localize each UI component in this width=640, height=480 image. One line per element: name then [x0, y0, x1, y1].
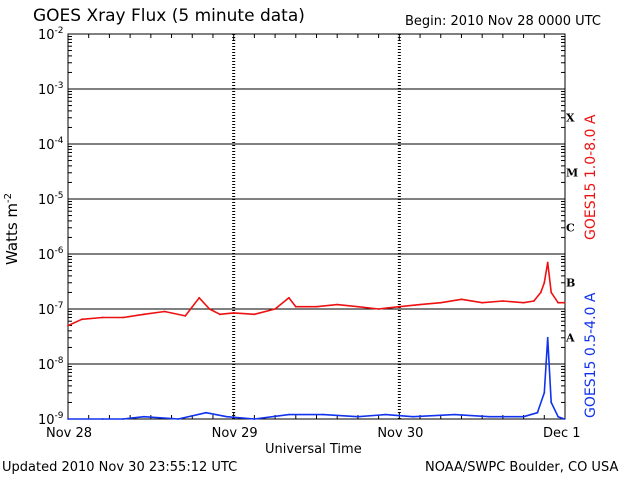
y-tick-label: 10-7	[38, 301, 64, 318]
series-point-long	[232, 311, 235, 314]
series-point-short	[225, 415, 228, 418]
series-point-long	[543, 281, 546, 284]
series-point-long	[398, 305, 401, 308]
y-tick-base: 10	[38, 83, 55, 98]
y-tick-base: 10	[38, 193, 55, 208]
series-point-short	[205, 411, 207, 414]
series-point-short	[550, 401, 553, 404]
y-tick-exponent: -8	[55, 356, 64, 366]
series-point-long	[198, 296, 201, 299]
flare-class-label: M	[566, 167, 578, 180]
y-tick-exponent: -6	[55, 246, 64, 256]
y-tick-base: 10	[38, 138, 55, 153]
series-point-long	[419, 303, 421, 306]
updated-timestamp: Updated 2010 Nov 30 23:55:12 UTC	[2, 460, 238, 475]
series-point-long	[501, 300, 504, 302]
series-point-short	[488, 415, 490, 418]
series-point-long	[67, 324, 69, 327]
x-tick-label: Nov 30	[377, 426, 423, 441]
y-tick-exponent: -3	[55, 81, 64, 91]
series-point-long	[294, 305, 297, 308]
y-tick-base: 10	[38, 413, 55, 428]
series-point-short	[253, 418, 256, 420]
series-point-short	[384, 413, 387, 416]
begin-time: Begin: 2010 Nov 28 0000 UTC	[405, 14, 601, 29]
y-tick-base: 10	[38, 303, 55, 318]
series-point-long	[80, 318, 83, 321]
series-point-long	[143, 313, 145, 316]
y-tick-exponent: -9	[55, 411, 64, 421]
series-point-long	[122, 316, 125, 319]
series-point-long	[274, 308, 276, 310]
y-tick-exponent: -7	[55, 301, 64, 311]
y-tick-label: 10-9	[38, 411, 64, 428]
series-point-long	[184, 314, 187, 317]
series-point-long	[563, 301, 566, 304]
y-tick-exponent: -4	[55, 136, 64, 146]
series-point-short	[412, 415, 415, 418]
flare-class-label: C	[566, 222, 575, 235]
series-point-long	[533, 300, 535, 302]
x-tick-label: Nov 29	[212, 426, 258, 441]
y-tick-base: 10	[38, 28, 55, 43]
series-point-short	[357, 415, 359, 418]
y-tick-label: 10-6	[38, 246, 64, 263]
y-tick-base: 10	[38, 248, 55, 263]
plot-frame	[67, 33, 566, 420]
x-tick-label: Dec 1	[543, 426, 581, 441]
flare-class-label: B	[566, 277, 575, 290]
x-axis-label: Universal Time	[265, 442, 362, 457]
series-point-long	[218, 313, 221, 316]
y-tick-label: 10-4	[38, 136, 64, 153]
series-point-short	[453, 413, 456, 416]
y-tick-exponent: -2	[55, 26, 64, 36]
series-point-short	[143, 415, 145, 418]
y-tick-label: 10-3	[38, 81, 64, 98]
y-tick-label: 10-2	[38, 26, 64, 43]
series-point-short	[546, 336, 549, 339]
credit-text: NOAA/SWPC Boulder, CO USA	[425, 460, 619, 475]
series-point-long	[522, 301, 525, 304]
series-point-short	[522, 415, 525, 418]
series-line-long	[67, 261, 565, 327]
series-point-long	[439, 301, 442, 304]
series-point-short	[101, 418, 104, 420]
series-point-short	[563, 418, 566, 420]
series-point-short	[122, 418, 125, 420]
flare-class-label: X	[566, 112, 575, 125]
series-point-long	[481, 301, 484, 304]
series-point-long	[377, 308, 380, 310]
series-point-long	[357, 305, 359, 308]
series-point-long	[546, 261, 549, 264]
y-tick-label: 10-8	[38, 356, 64, 373]
series-point-long	[163, 310, 166, 313]
y-tick-base: 10	[38, 358, 55, 373]
chart-title: GOES Xray Flux (5 minute data)	[33, 6, 305, 26]
flare-class-label: A	[565, 332, 575, 345]
series-point-short	[177, 418, 180, 420]
series-point-long	[208, 308, 211, 310]
series-point-short	[557, 415, 559, 418]
series-point-short	[536, 411, 539, 414]
series-point-long	[550, 291, 553, 294]
series-point-long	[336, 303, 339, 306]
series-point-long	[539, 291, 542, 294]
y-tick-exponent: -5	[55, 191, 64, 201]
series-point-long	[460, 298, 463, 301]
series-point-long	[557, 301, 559, 304]
series-point-short	[67, 418, 69, 420]
y-tick-label: 10-5	[38, 191, 64, 208]
series-point-short	[322, 413, 325, 416]
series-line-short	[68, 336, 565, 420]
series-point-short	[287, 413, 290, 416]
x-tick-label: Nov 28	[46, 426, 92, 441]
series-point-long	[101, 316, 104, 319]
series-point-long	[253, 313, 256, 316]
series-point-long	[287, 296, 290, 299]
series-point-long	[315, 305, 318, 308]
series-point-short	[543, 391, 546, 394]
